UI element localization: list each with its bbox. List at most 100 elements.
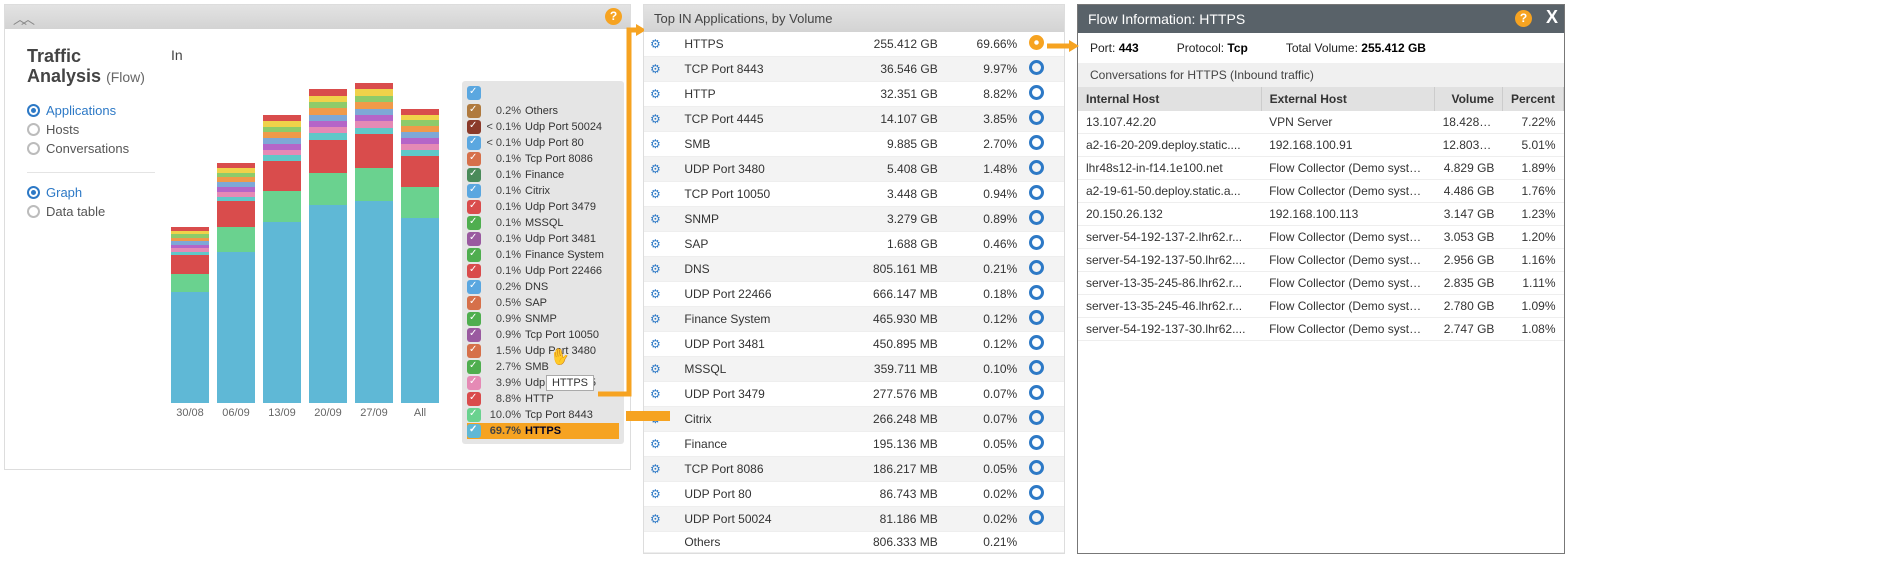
legend-item[interactable]: 10.0%Tcp Port 8443: [467, 407, 619, 423]
drill-icon[interactable]: [1029, 460, 1044, 475]
app-row[interactable]: ⚙SMB9.885 GB2.70%: [644, 132, 1064, 157]
chart-bar[interactable]: [309, 83, 347, 403]
legend-item[interactable]: 0.1%Tcp Port 8086: [467, 151, 619, 167]
legend-item[interactable]: < 0.1%Udp Port 50024: [467, 119, 619, 135]
gear-icon[interactable]: ⚙: [650, 187, 661, 201]
collapse-icon[interactable]: ︿︿: [13, 9, 29, 29]
drill-icon[interactable]: [1029, 385, 1044, 400]
conversation-row[interactable]: lhr48s12-in-f14.1e100.netFlow Collector …: [1078, 157, 1564, 180]
drill-icon[interactable]: [1029, 185, 1044, 200]
legend-item[interactable]: 0.1%Finance System: [467, 247, 619, 263]
legend-item[interactable]: 0.9%SNMP: [467, 311, 619, 327]
drill-icon[interactable]: [1029, 85, 1044, 100]
gear-icon[interactable]: ⚙: [650, 312, 661, 326]
drill-icon[interactable]: [1029, 110, 1044, 125]
column-header[interactable]: Percent: [1502, 87, 1563, 111]
legend-item[interactable]: 69.7%HTTPS: [467, 423, 619, 439]
gear-icon[interactable]: ⚙: [650, 262, 661, 276]
legend-item[interactable]: 0.9%Tcp Port 10050: [467, 327, 619, 343]
app-row[interactable]: ⚙Finance195.136 MB0.05%: [644, 432, 1064, 457]
chart-bar[interactable]: [171, 83, 209, 403]
app-row[interactable]: ⚙TCP Port 100503.448 GB0.94%: [644, 182, 1064, 207]
legend-item[interactable]: 0.1%Udp Port 3479: [467, 199, 619, 215]
legend-item[interactable]: < 0.1%Udp Port 80: [467, 135, 619, 151]
drill-icon[interactable]: [1029, 135, 1044, 150]
close-icon[interactable]: X: [1546, 7, 1558, 28]
drill-icon[interactable]: [1029, 35, 1044, 50]
app-row[interactable]: ⚙DNS805.161 MB0.21%: [644, 257, 1064, 282]
gear-icon[interactable]: ⚙: [650, 512, 661, 526]
app-row[interactable]: ⚙UDP Port 5002481.186 MB0.02%: [644, 507, 1064, 532]
chart-bar[interactable]: [217, 83, 255, 403]
drill-icon[interactable]: [1029, 510, 1044, 525]
legend-item[interactable]: 8.8%HTTP: [467, 391, 619, 407]
legend-item[interactable]: 0.1%Citrix: [467, 183, 619, 199]
gear-icon[interactable]: ⚙: [650, 462, 661, 476]
app-row[interactable]: ⚙HTTPS255.412 GB69.66%: [644, 32, 1064, 57]
column-header[interactable]: Volume: [1435, 87, 1503, 111]
app-row[interactable]: Others806.333 MB0.21%: [644, 532, 1064, 553]
gear-icon[interactable]: ⚙: [650, 212, 661, 226]
chart-bar[interactable]: [401, 83, 439, 403]
legend-master-checkbox[interactable]: [467, 86, 481, 100]
app-row[interactable]: ⚙TCP Port 844336.546 GB9.97%: [644, 57, 1064, 82]
drill-icon[interactable]: [1029, 235, 1044, 250]
drill-icon[interactable]: [1029, 435, 1044, 450]
gear-icon[interactable]: ⚙: [650, 287, 661, 301]
gear-icon[interactable]: ⚙: [650, 162, 661, 176]
gear-icon[interactable]: ⚙: [650, 387, 661, 401]
legend-item[interactable]: 0.5%SAP: [467, 295, 619, 311]
conversation-row[interactable]: a2-16-20-209.deploy.static....192.168.10…: [1078, 134, 1564, 157]
drill-icon[interactable]: [1029, 310, 1044, 325]
legend-item[interactable]: 0.1%Udp Port 3481: [467, 231, 619, 247]
legend-item[interactable]: 2.7%SMB: [467, 359, 619, 375]
drill-icon[interactable]: [1029, 485, 1044, 500]
app-row[interactable]: ⚙Finance System465.930 MB0.12%: [644, 307, 1064, 332]
gear-icon[interactable]: ⚙: [650, 87, 661, 101]
app-row[interactable]: ⚙Citrix266.248 MB0.07%: [644, 407, 1064, 432]
legend-item[interactable]: 0.1%Udp Port 22466: [467, 263, 619, 279]
filter-radio-applications[interactable]: Applications: [27, 101, 155, 120]
conversation-row[interactable]: server-54-192-137-50.lhr62....Flow Colle…: [1078, 249, 1564, 272]
gear-icon[interactable]: ⚙: [650, 62, 661, 76]
drill-icon[interactable]: [1029, 60, 1044, 75]
help-icon[interactable]: ?: [605, 8, 622, 25]
gear-icon[interactable]: ⚙: [650, 487, 661, 501]
legend-item[interactable]: 0.2%DNS: [467, 279, 619, 295]
legend-item[interactable]: 0.1%Finance: [467, 167, 619, 183]
gear-icon[interactable]: ⚙: [650, 437, 661, 451]
legend-item[interactable]: 3.9%Udp Port 4445: [467, 375, 619, 391]
view-radio-graph[interactable]: Graph: [27, 183, 155, 202]
conversation-row[interactable]: 20.150.26.132192.168.100.1133.147 GB1.23…: [1078, 203, 1564, 226]
filter-radio-conversations[interactable]: Conversations: [27, 139, 155, 158]
legend-item[interactable]: 0.2%Others: [467, 103, 619, 119]
view-radio-data-table[interactable]: Data table: [27, 202, 155, 221]
app-row[interactable]: ⚙UDP Port 3481450.895 MB0.12%: [644, 332, 1064, 357]
gear-icon[interactable]: ⚙: [650, 337, 661, 351]
conversation-row[interactable]: server-54-192-137-2.lhr62.r...Flow Colle…: [1078, 226, 1564, 249]
conversation-row[interactable]: server-13-35-245-86.lhr62.r...Flow Colle…: [1078, 272, 1564, 295]
conversation-row[interactable]: 13.107.42.20VPN Server18.428 GB7.22%: [1078, 111, 1564, 134]
gear-icon[interactable]: ⚙: [650, 37, 661, 51]
app-row[interactable]: ⚙TCP Port 444514.107 GB3.85%: [644, 107, 1064, 132]
drill-icon[interactable]: [1029, 260, 1044, 275]
app-row[interactable]: ⚙UDP Port 34805.408 GB1.48%: [644, 157, 1064, 182]
app-row[interactable]: ⚙TCP Port 8086186.217 MB0.05%: [644, 457, 1064, 482]
drill-icon[interactable]: [1029, 160, 1044, 175]
app-row[interactable]: ⚙SNMP3.279 GB0.89%: [644, 207, 1064, 232]
drill-icon[interactable]: [1029, 210, 1044, 225]
app-row[interactable]: ⚙UDP Port 3479277.576 MB0.07%: [644, 382, 1064, 407]
drill-icon[interactable]: [1029, 360, 1044, 375]
app-row[interactable]: ⚙HTTP32.351 GB8.82%: [644, 82, 1064, 107]
gear-icon[interactable]: ⚙: [650, 137, 661, 151]
app-row[interactable]: ⚙UDP Port 22466666.147 MB0.18%: [644, 282, 1064, 307]
legend-item[interactable]: 1.5%Udp Port 3480: [467, 343, 619, 359]
chart-bar[interactable]: [355, 83, 393, 403]
gear-icon[interactable]: ⚙: [650, 362, 661, 376]
app-row[interactable]: ⚙SAP1.688 GB0.46%: [644, 232, 1064, 257]
filter-radio-hosts[interactable]: Hosts: [27, 120, 155, 139]
drill-icon[interactable]: [1029, 335, 1044, 350]
column-header[interactable]: Internal Host: [1078, 87, 1261, 111]
app-row[interactable]: ⚙MSSQL359.711 MB0.10%: [644, 357, 1064, 382]
column-header[interactable]: External Host: [1261, 87, 1435, 111]
